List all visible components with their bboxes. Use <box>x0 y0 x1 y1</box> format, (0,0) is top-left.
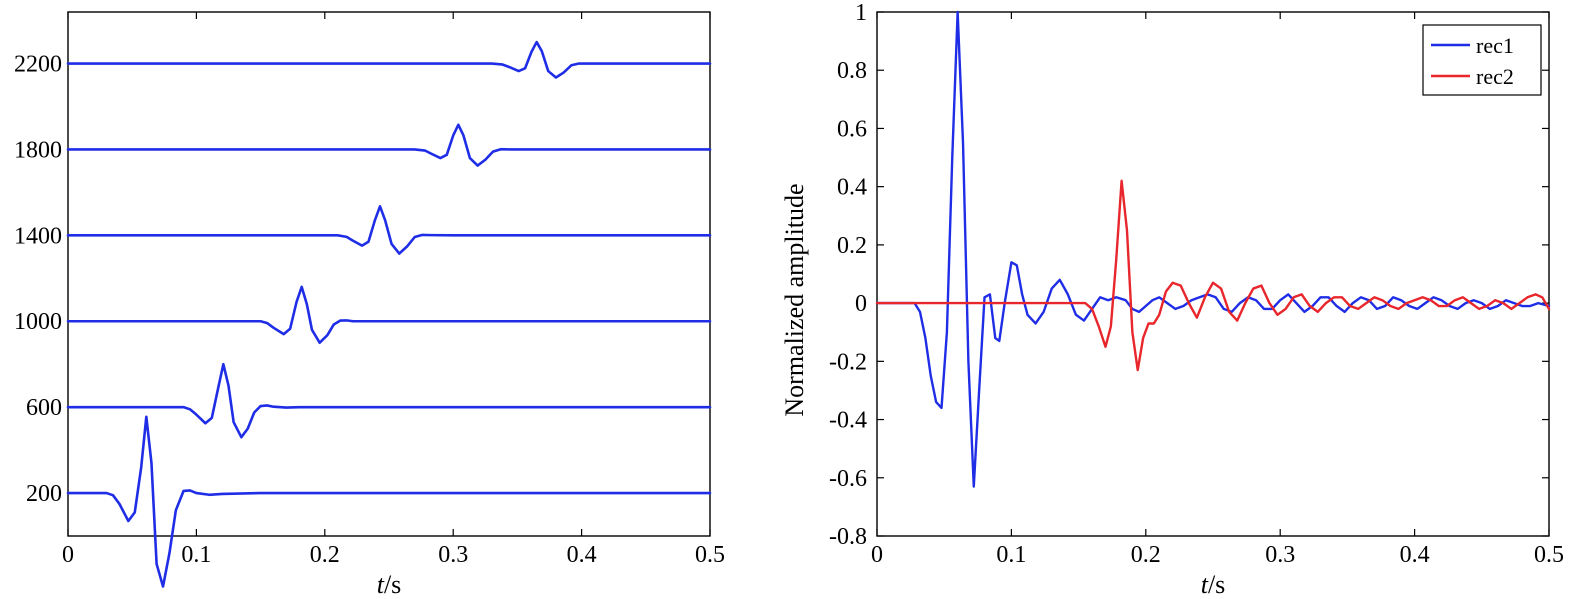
left-y-tick-label: 1800 <box>14 137 62 163</box>
right-x-tick-label: 0.4 <box>1400 542 1430 568</box>
legend-label-rec1: rec1 <box>1476 33 1514 58</box>
right-chart-panel: -0.8 -0.6 -0.4 -0.2 0 0.2 0.4 0.6 0.8 1 0 0.1 0.2 0.… <box>780 0 1564 599</box>
right-x-ticks: 0 0.1 0.2 0.3 0.4 0.5 <box>871 12 1564 568</box>
left-trace-line <box>66 362 712 439</box>
right-x-axis-label-unit: /s <box>1208 570 1225 599</box>
right-x-tick-label: 0.2 <box>1131 542 1161 568</box>
left-x-tick-label: 0 <box>62 542 74 568</box>
left-y-tick-label: 2200 <box>14 52 62 78</box>
left-trace-line <box>66 123 712 167</box>
left-trace-line <box>66 40 712 79</box>
legend-box <box>1422 24 1542 96</box>
right-y-tick-label: 0.6 <box>837 116 867 142</box>
right-traces <box>875 10 1551 488</box>
right-y-tick-label: -0.6 <box>829 466 867 492</box>
legend: rec1 rec2 <box>1422 24 1542 96</box>
right-y-tick-label: 0.8 <box>837 58 867 84</box>
left-x-ticks: 0 0.1 0.2 0.3 0.4 0.5 <box>62 12 725 568</box>
right-x-tick-label: 0.1 <box>996 542 1026 568</box>
right-y-tick-label: 1 <box>855 0 867 26</box>
left-x-tick-label: 0.2 <box>310 542 340 568</box>
right-x-tick-label: 0.5 <box>1534 542 1564 568</box>
left-x-axis-label: t/s <box>377 570 402 599</box>
right-chart-frame <box>876 11 1550 537</box>
left-y-ticks: 200 600 1000 1400 1800 2200 <box>14 52 710 507</box>
left-x-tick-label: 0.1 <box>181 542 211 568</box>
left-y-tick-label: 600 <box>26 395 62 421</box>
legend-label-rec2: rec2 <box>1476 64 1514 89</box>
left-x-axis-label-unit: /s <box>384 570 401 599</box>
right-y-axis-label: Normalized amplitude <box>780 183 809 416</box>
left-traces <box>66 40 712 588</box>
left-y-tick-label: 1000 <box>14 309 62 335</box>
left-trace-line <box>66 415 712 588</box>
right-x-axis-label-var: t <box>1201 570 1209 599</box>
right-y-tick-label: -0.4 <box>829 408 867 434</box>
left-trace-line <box>66 205 712 255</box>
left-x-tick-label: 0.3 <box>438 542 468 568</box>
left-trace-line <box>66 285 712 345</box>
left-x-tick-label: 0.5 <box>695 542 725 568</box>
left-x-tick-label: 0.4 <box>567 542 597 568</box>
right-x-axis-label: t/s <box>1201 570 1226 599</box>
left-y-tick-label: 200 <box>26 481 62 507</box>
right-trace-line-rec2 <box>875 179 1551 372</box>
left-y-tick-label: 1400 <box>14 223 62 249</box>
right-x-tick-label: 0.3 <box>1265 542 1295 568</box>
right-x-tick-label: 0 <box>871 542 883 568</box>
left-x-axis-label-var: t <box>377 570 385 599</box>
right-y-tick-label: -0.2 <box>829 349 867 375</box>
right-y-tick-label: 0.2 <box>837 233 867 259</box>
left-chart-frame <box>67 11 711 537</box>
right-y-ticks: -0.8 -0.6 -0.4 -0.2 0 0.2 0.4 0.6 0.8 1 <box>829 0 1549 550</box>
right-y-tick-label: -0.8 <box>829 524 867 550</box>
right-y-tick-label: 0 <box>855 291 867 317</box>
right-y-tick-label: 0.4 <box>837 175 867 201</box>
